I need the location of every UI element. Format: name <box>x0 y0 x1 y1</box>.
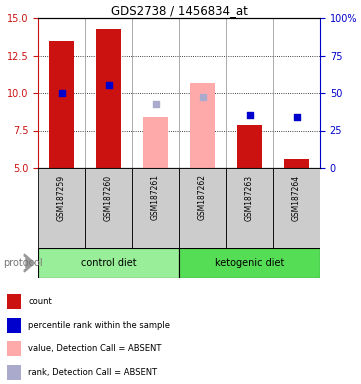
Bar <box>38 168 85 248</box>
Text: GSM187263: GSM187263 <box>245 174 254 220</box>
Title: GDS2738 / 1456834_at: GDS2738 / 1456834_at <box>110 4 247 17</box>
Text: protocol: protocol <box>4 258 43 268</box>
Bar <box>226 168 273 248</box>
Text: value, Detection Call = ABSENT: value, Detection Call = ABSENT <box>29 344 162 353</box>
Bar <box>7 341 21 356</box>
Point <box>247 112 252 118</box>
Bar <box>7 294 21 309</box>
Text: GSM187264: GSM187264 <box>292 174 301 220</box>
Bar <box>96 28 121 168</box>
Bar <box>179 168 226 248</box>
Bar <box>179 248 320 278</box>
Point <box>106 82 112 88</box>
Text: count: count <box>29 297 52 306</box>
Bar <box>7 365 21 380</box>
Bar <box>284 159 309 168</box>
Text: ketogenic diet: ketogenic diet <box>215 258 284 268</box>
Text: GSM187260: GSM187260 <box>104 174 113 220</box>
Bar <box>273 168 320 248</box>
Text: GSM187262: GSM187262 <box>198 174 207 220</box>
Text: GSM187259: GSM187259 <box>57 174 66 220</box>
Point <box>293 114 299 120</box>
Bar <box>38 248 179 278</box>
Text: rank, Detection Call = ABSENT: rank, Detection Call = ABSENT <box>29 368 157 377</box>
Point <box>153 101 158 107</box>
Bar <box>143 117 169 168</box>
Point <box>58 89 64 96</box>
Text: control diet: control diet <box>81 258 136 268</box>
Bar <box>85 168 132 248</box>
Text: GSM187261: GSM187261 <box>151 174 160 220</box>
Bar <box>236 124 262 168</box>
Bar <box>49 40 74 168</box>
Point <box>200 94 205 100</box>
FancyArrow shape <box>24 254 35 272</box>
Text: percentile rank within the sample: percentile rank within the sample <box>29 321 170 330</box>
Bar <box>132 168 179 248</box>
Bar <box>190 83 216 168</box>
Bar <box>7 318 21 333</box>
